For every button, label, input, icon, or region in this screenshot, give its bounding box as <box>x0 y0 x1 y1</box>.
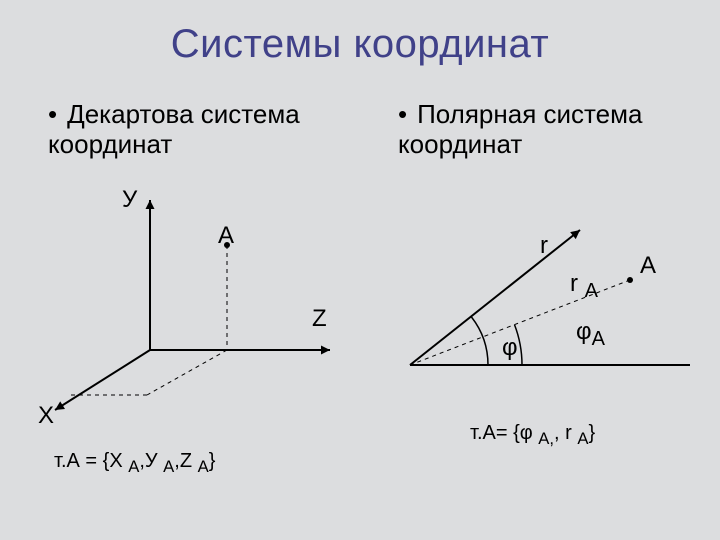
caption-left-part-1: т.А = {Х <box>54 450 128 472</box>
caption-right-part-1: т.А= {φ <box>470 422 538 444</box>
caption-right: т.А= {φ А,, r А} <box>470 422 595 449</box>
label-ra-sub: А <box>585 280 598 302</box>
bullet-right-text: Полярная система координат <box>398 99 642 159</box>
bullet-dot-icon: • <box>48 99 57 129</box>
caption-left: т.А = {Х А,У А,Z А} <box>54 450 215 477</box>
caption-right-part-2: , r <box>554 422 577 444</box>
caption-right-part-3: } <box>589 422 596 444</box>
label-point-a-right: А <box>640 252 656 280</box>
bullet-left-text: Декартова система координат <box>48 99 300 159</box>
slide: Системы координат •Декартова система коо… <box>0 0 720 540</box>
bullet-right: •Полярная система координат <box>398 100 698 160</box>
label-x-axis: Х <box>38 402 54 430</box>
label-phia-sub: А <box>592 328 605 350</box>
caption-left-part-4: } <box>209 450 216 472</box>
label-ra-pre: r <box>570 270 585 297</box>
caption-left-part-2: ,У <box>139 450 163 472</box>
label-point-a-left: А <box>218 222 234 250</box>
label-z-axis: Z <box>312 305 327 333</box>
caption-left-sub-3: А <box>198 457 209 476</box>
caption-right-sub-2: А <box>577 429 588 448</box>
label-y-axis: У <box>122 186 137 214</box>
caption-left-part-3: ,Z <box>174 450 197 472</box>
label-phia-pre: φ <box>576 318 592 345</box>
caption-left-sub-2: А <box>163 457 174 476</box>
label-phia: φА <box>576 318 605 351</box>
bullet-left: •Декартова система координат <box>48 100 358 160</box>
caption-left-sub-1: А <box>128 457 139 476</box>
label-ra: r А <box>570 270 598 303</box>
label-r: r <box>540 232 548 260</box>
label-phi: φ <box>502 334 518 362</box>
bullet-dot-icon: • <box>398 99 407 129</box>
slide-title: Системы координат <box>0 22 720 67</box>
caption-right-sub-1: А, <box>538 429 554 448</box>
